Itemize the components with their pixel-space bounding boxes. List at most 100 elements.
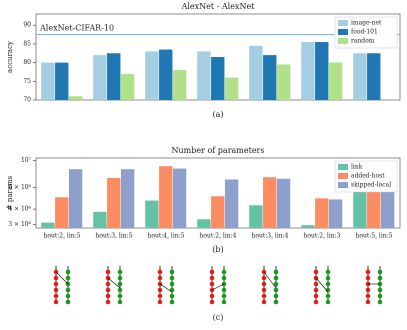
red-node	[157, 293, 163, 299]
bar	[41, 62, 55, 100]
bar	[315, 198, 329, 228]
red-node	[157, 287, 163, 293]
bar	[120, 169, 135, 228]
x-tick-label: hout:5, lin:5	[356, 233, 393, 240]
red-node	[261, 281, 267, 287]
green-node	[273, 299, 279, 305]
bar	[145, 51, 159, 100]
green-node	[325, 293, 331, 299]
green-node	[65, 293, 71, 299]
red-node	[157, 299, 163, 305]
caption: (c)	[213, 313, 224, 322]
bar	[328, 199, 343, 228]
green-node	[169, 281, 175, 287]
bar	[197, 51, 211, 100]
green-node	[65, 299, 71, 305]
x-tick-label: hout:2, lin:3	[304, 233, 341, 240]
bar	[367, 53, 381, 100]
legend-label: link	[351, 164, 363, 171]
bar	[55, 62, 69, 100]
green-node	[325, 299, 331, 305]
green-node	[377, 293, 383, 299]
bar	[224, 179, 239, 228]
bar	[353, 53, 367, 100]
red-node	[313, 299, 319, 305]
bar	[68, 96, 83, 100]
red-node	[261, 299, 267, 305]
green-node	[65, 269, 71, 275]
bar	[249, 45, 263, 100]
legend-label: skipped-local	[351, 182, 391, 189]
red-node	[313, 281, 319, 287]
y-tick-label: 6 × 10⁶	[8, 184, 31, 191]
bar	[172, 70, 187, 100]
green-node	[273, 275, 279, 281]
y-tick-label: 80	[23, 59, 31, 66]
green-node	[377, 299, 383, 305]
y-tick-label: 70	[23, 97, 31, 104]
red-node	[261, 275, 267, 281]
green-node	[273, 281, 279, 287]
bar	[93, 55, 107, 100]
bar	[93, 211, 107, 228]
legend-swatch	[338, 38, 348, 44]
bar	[211, 57, 225, 100]
green-node	[169, 269, 175, 275]
bar	[263, 177, 277, 228]
bar	[68, 169, 83, 228]
legend-swatch	[338, 182, 348, 188]
y-axis-label: accuracy	[6, 41, 14, 73]
red-node	[313, 293, 319, 299]
red-node	[313, 287, 319, 293]
diagram-link	[55, 271, 69, 285]
green-node	[117, 275, 123, 281]
bar	[276, 64, 291, 100]
x-tick-label: hout:3, lin:4	[252, 233, 289, 240]
red-node	[105, 269, 111, 275]
red-node	[157, 269, 163, 275]
green-node	[273, 269, 279, 275]
red-node	[105, 293, 111, 299]
green-node	[325, 275, 331, 281]
green-node	[65, 275, 71, 281]
bar	[107, 177, 121, 228]
red-node	[365, 293, 371, 299]
bar	[159, 49, 173, 100]
diagram-link	[107, 277, 121, 289]
red-node	[313, 269, 319, 275]
red-node	[261, 293, 267, 299]
x-tick-label: hout:2, lin:4	[200, 233, 237, 240]
red-node	[365, 269, 371, 275]
red-node	[105, 299, 111, 305]
bar	[159, 166, 173, 228]
green-node	[117, 281, 123, 287]
bar	[353, 182, 367, 228]
legend-label: random	[351, 38, 375, 45]
green-node	[169, 275, 175, 281]
bar	[263, 55, 277, 100]
x-tick-label: hout:4, lin:5	[148, 233, 185, 240]
bar	[41, 222, 55, 228]
legend-label: added-host	[351, 173, 385, 180]
diagram-link	[263, 271, 277, 289]
green-node	[117, 299, 123, 305]
legend-swatch	[338, 20, 348, 26]
bar	[107, 53, 121, 100]
legend-label: food-101	[351, 29, 378, 36]
green-node	[221, 299, 227, 305]
diagram-link	[315, 277, 329, 293]
bar	[276, 178, 291, 228]
red-node	[53, 293, 59, 299]
bar	[224, 77, 239, 100]
green-node	[221, 269, 227, 275]
y-tick-label: 4 × 10⁶	[8, 206, 31, 213]
y-tick-label: 10⁷	[21, 157, 32, 164]
red-node	[157, 275, 163, 281]
legend-label: image-net	[351, 20, 382, 27]
y-tick-label: 90	[23, 22, 31, 29]
legend-swatch	[338, 164, 348, 170]
red-node	[261, 287, 267, 293]
red-node	[53, 287, 59, 293]
x-tick-label: hout:3, lin:5	[96, 233, 133, 240]
green-node	[273, 287, 279, 293]
